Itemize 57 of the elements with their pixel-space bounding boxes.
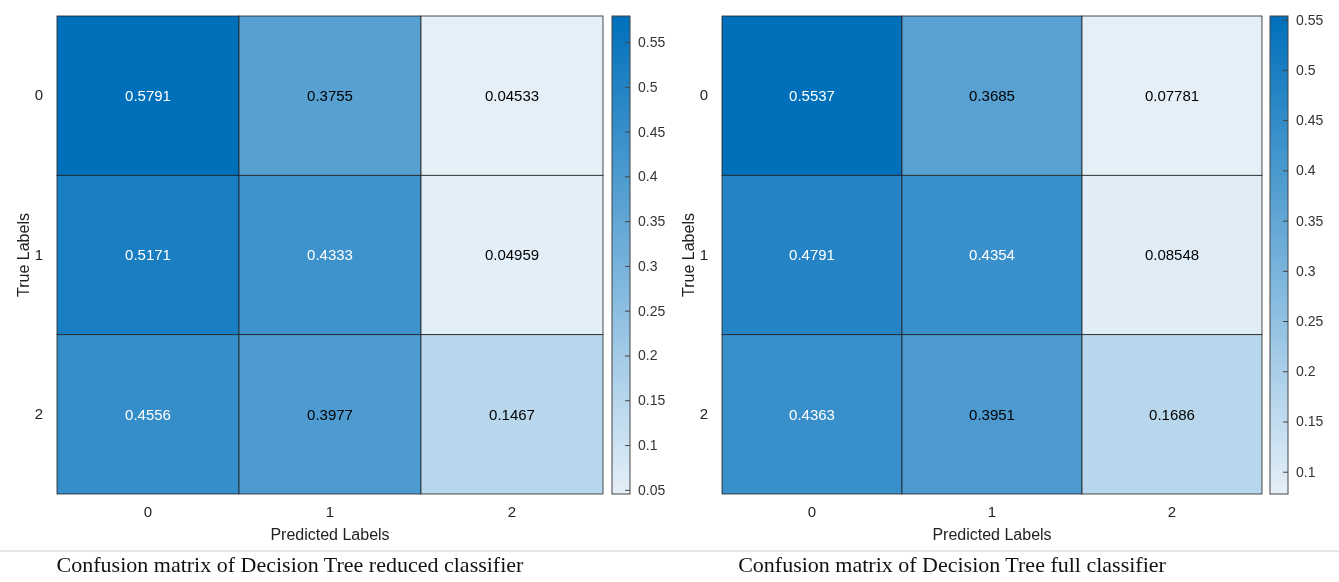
color-bar-label: 0.15 [638, 392, 666, 409]
y-tick-label: 1 [699, 245, 708, 263]
color-bar-label: 0.4 [1296, 162, 1316, 179]
data-label: 0.08548 [1144, 246, 1200, 264]
color-bar-label: 0.45 [1296, 112, 1324, 129]
data-label: 0.5537 [789, 86, 835, 104]
data-label: 0.3755 [307, 86, 353, 104]
x-tick-label: 0 [807, 502, 817, 520]
color-bar-label: 0.55 [638, 34, 666, 51]
color-bar-label: 0.2 [638, 347, 658, 364]
data-label: 0.1467 [489, 405, 535, 423]
text: Confusion matrix of Decision Tree reduced classifier [56, 552, 525, 577]
data-label: 0.4791 [789, 246, 835, 264]
y-tick-label: 2 [699, 405, 708, 423]
text: Confusion matrix of Decision Tree full classifier [738, 552, 1167, 577]
color-bar-label: 0.35 [638, 213, 666, 230]
color-bar-label: 0.1 [638, 437, 658, 454]
x-tick-label: 2 [1167, 502, 1177, 520]
data-label: 0.5791 [125, 86, 171, 104]
data-label: 0.1686 [1149, 405, 1195, 423]
data-label: 0.07781 [1144, 86, 1200, 104]
x-tick-label: 1 [325, 502, 335, 520]
color-bar-label: 0.45 [638, 123, 666, 140]
data-label: 0.04959 [484, 246, 540, 264]
y-axis-title: True Labels [15, 213, 32, 297]
x-axis-title: Predicted Labels [932, 526, 1052, 543]
color-bar-label: 0.25 [1296, 313, 1324, 330]
color-bar-label: 0.5 [1296, 61, 1316, 78]
data-label: 0.5171 [125, 246, 171, 264]
data-label: 0.3685 [969, 86, 1015, 104]
x-tick-label: 1 [987, 502, 997, 520]
color-bar-label: 0.55 [1296, 11, 1324, 28]
data-label: 0.4363 [789, 405, 835, 423]
data-label: 0.3977 [307, 405, 353, 423]
color-bar-label: 0.5 [638, 78, 658, 95]
y-tick-label: 2 [34, 405, 43, 423]
color-bar-label: 0.1 [1296, 463, 1316, 480]
color-bar-label: 0.3 [1296, 262, 1316, 279]
y-tick-label: 0 [34, 86, 43, 104]
color-bar-label: 0.4 [638, 168, 658, 185]
x-tick-label: 2 [507, 502, 517, 520]
data-label: 0.4556 [125, 405, 171, 423]
color-bar-label: 0.05 [638, 481, 666, 498]
data-label: 0.4333 [307, 246, 353, 264]
x-axis-title: Predicted Labels [270, 526, 390, 543]
x-tick-label: 0 [143, 502, 153, 520]
y-tick-label: 0 [699, 86, 708, 104]
data-label: 0.4354 [969, 246, 1015, 264]
color-bar-label: 0.15 [1296, 413, 1324, 430]
data-label: 0.3951 [969, 405, 1015, 423]
color-bar-label: 0.35 [1296, 212, 1324, 229]
y-tick-label: 1 [34, 245, 43, 263]
color-bar-label: 0.2 [1296, 363, 1316, 380]
color-bar-label: 0.25 [638, 302, 666, 319]
y-axis-title: True Labels [680, 213, 697, 297]
data-label: 0.04533 [484, 86, 540, 104]
color-bar-label: 0.3 [638, 257, 658, 274]
